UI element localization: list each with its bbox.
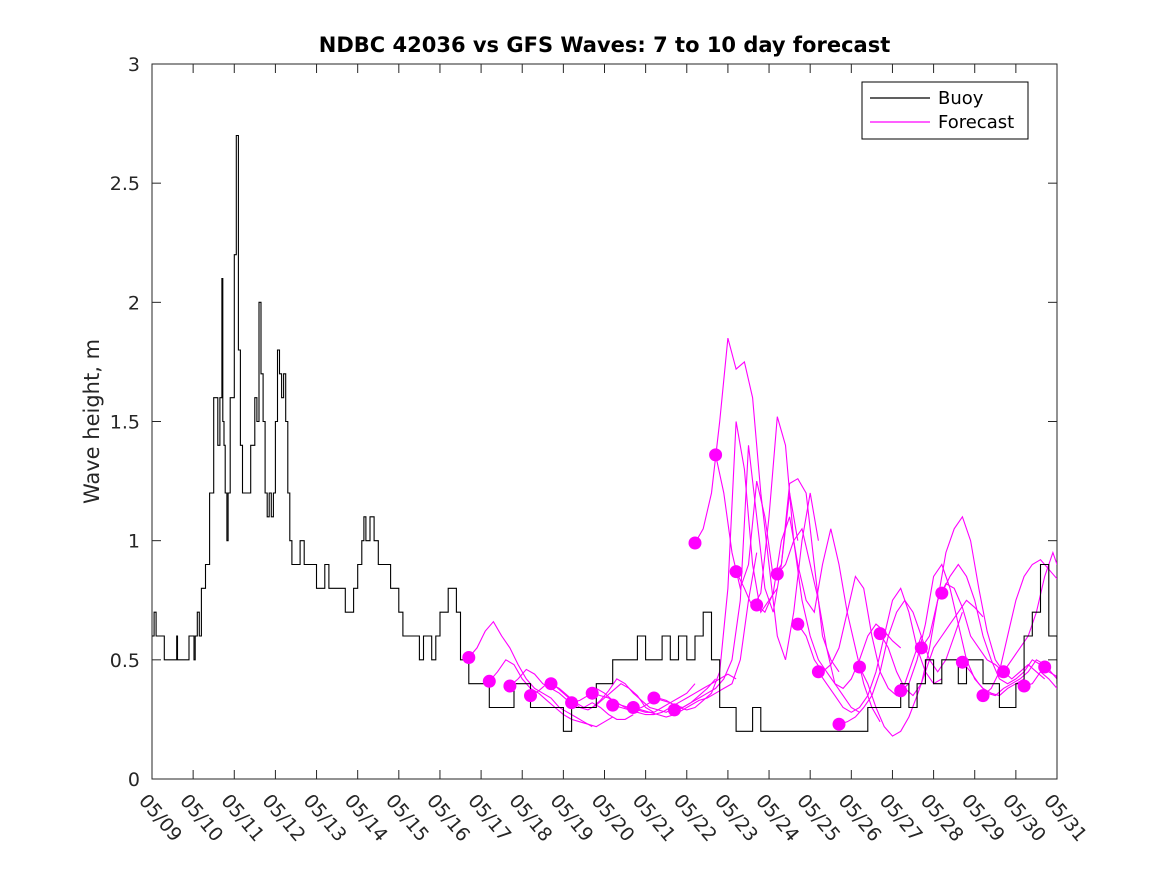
legend-label-buoy: Buoy bbox=[938, 88, 984, 109]
x-tick-label: 05/10 bbox=[175, 790, 227, 846]
series-group bbox=[152, 134, 1057, 737]
forecast-marker bbox=[667, 703, 681, 717]
forecast-line bbox=[941, 563, 1057, 685]
forecast-marker bbox=[626, 701, 640, 714]
x-tick-label: 05/18 bbox=[504, 790, 556, 846]
x-tick-label: 05/16 bbox=[422, 790, 474, 846]
forecast-marker bbox=[914, 641, 928, 655]
forecast-marker bbox=[585, 686, 599, 700]
forecast-marker bbox=[647, 691, 661, 705]
forecast-line bbox=[817, 587, 943, 713]
y-tick-label: 1 bbox=[128, 531, 140, 553]
x-tick-label: 05/14 bbox=[340, 790, 392, 846]
forecast-marker bbox=[997, 665, 1010, 679]
x-tick-label: 05/31 bbox=[1039, 790, 1091, 846]
forecast-line bbox=[468, 620, 593, 728]
forecast-marker bbox=[955, 655, 969, 669]
forecast-marker bbox=[894, 684, 908, 698]
y-tick-label: 1.5 bbox=[110, 412, 140, 434]
forecast-marker bbox=[709, 448, 723, 462]
forecast-marker bbox=[565, 696, 579, 710]
x-tick-label: 05/17 bbox=[463, 790, 515, 846]
forecast-line bbox=[694, 337, 819, 660]
x-tick-label: 05/30 bbox=[998, 790, 1050, 846]
x-tick-label: 05/25 bbox=[792, 790, 844, 846]
forecast-marker bbox=[832, 717, 846, 731]
forecast-marker bbox=[544, 677, 558, 691]
forecast-marker bbox=[1017, 679, 1031, 693]
forecast-marker bbox=[606, 698, 620, 712]
forecast-marker bbox=[811, 665, 825, 679]
y-tick-label: 0 bbox=[128, 769, 140, 791]
y-axis-label: Wave height, m bbox=[80, 339, 104, 504]
forecast-marker bbox=[853, 660, 866, 674]
forecast-marker bbox=[482, 674, 496, 688]
x-tick-label: 05/27 bbox=[875, 790, 927, 846]
x-tick-label: 05/19 bbox=[546, 790, 598, 846]
forecast-marker bbox=[791, 617, 805, 631]
x-tick-label: 05/21 bbox=[628, 790, 680, 846]
y-tick-label: 3 bbox=[128, 54, 140, 76]
x-tick-label: 05/20 bbox=[587, 790, 639, 846]
x-tick-label: 05/15 bbox=[381, 790, 433, 846]
x-tick-label: 05/28 bbox=[916, 790, 968, 846]
x-tick-label: 05/12 bbox=[258, 790, 310, 846]
forecast-marker bbox=[688, 536, 702, 550]
x-tick-label: 05/22 bbox=[669, 790, 721, 846]
buoy-line bbox=[152, 134, 1057, 732]
forecast-marker bbox=[976, 689, 990, 703]
legend: Buoy Forecast bbox=[861, 81, 1029, 140]
forecast-marker bbox=[503, 679, 517, 693]
forecast-marker bbox=[750, 598, 764, 612]
y-tick-label: 2.5 bbox=[110, 173, 140, 195]
forecast-marker bbox=[462, 651, 476, 664]
forecast-marker bbox=[770, 567, 784, 581]
forecast-marker bbox=[524, 689, 537, 703]
forecast-marker bbox=[935, 586, 949, 600]
forecast-line bbox=[488, 659, 613, 728]
forecast-marker bbox=[1038, 660, 1052, 674]
x-tick-label: 05/26 bbox=[833, 790, 885, 846]
legend-label-forecast: Forecast bbox=[938, 112, 1014, 133]
plot-area: 00.511.522.5305/0905/1005/1105/1205/1305… bbox=[110, 54, 1091, 846]
x-tick-label: 05/11 bbox=[216, 790, 268, 846]
x-tick-label: 05/09 bbox=[134, 790, 186, 846]
x-tick-label: 05/29 bbox=[957, 790, 1009, 846]
x-tick-label: 05/24 bbox=[751, 790, 803, 846]
forecast-line bbox=[674, 445, 799, 711]
y-tick-label: 2 bbox=[128, 292, 140, 314]
x-tick-label: 05/23 bbox=[710, 790, 762, 846]
chart-title: NDBC 42036 vs GFS Waves: 7 to 10 day for… bbox=[319, 33, 890, 57]
forecast-marker bbox=[729, 565, 743, 579]
y-tick-label: 0.5 bbox=[110, 650, 140, 672]
forecast-marker bbox=[873, 627, 887, 641]
x-tick-label: 05/13 bbox=[299, 790, 351, 846]
legend-box bbox=[861, 81, 1029, 140]
forecast-line bbox=[633, 552, 758, 718]
